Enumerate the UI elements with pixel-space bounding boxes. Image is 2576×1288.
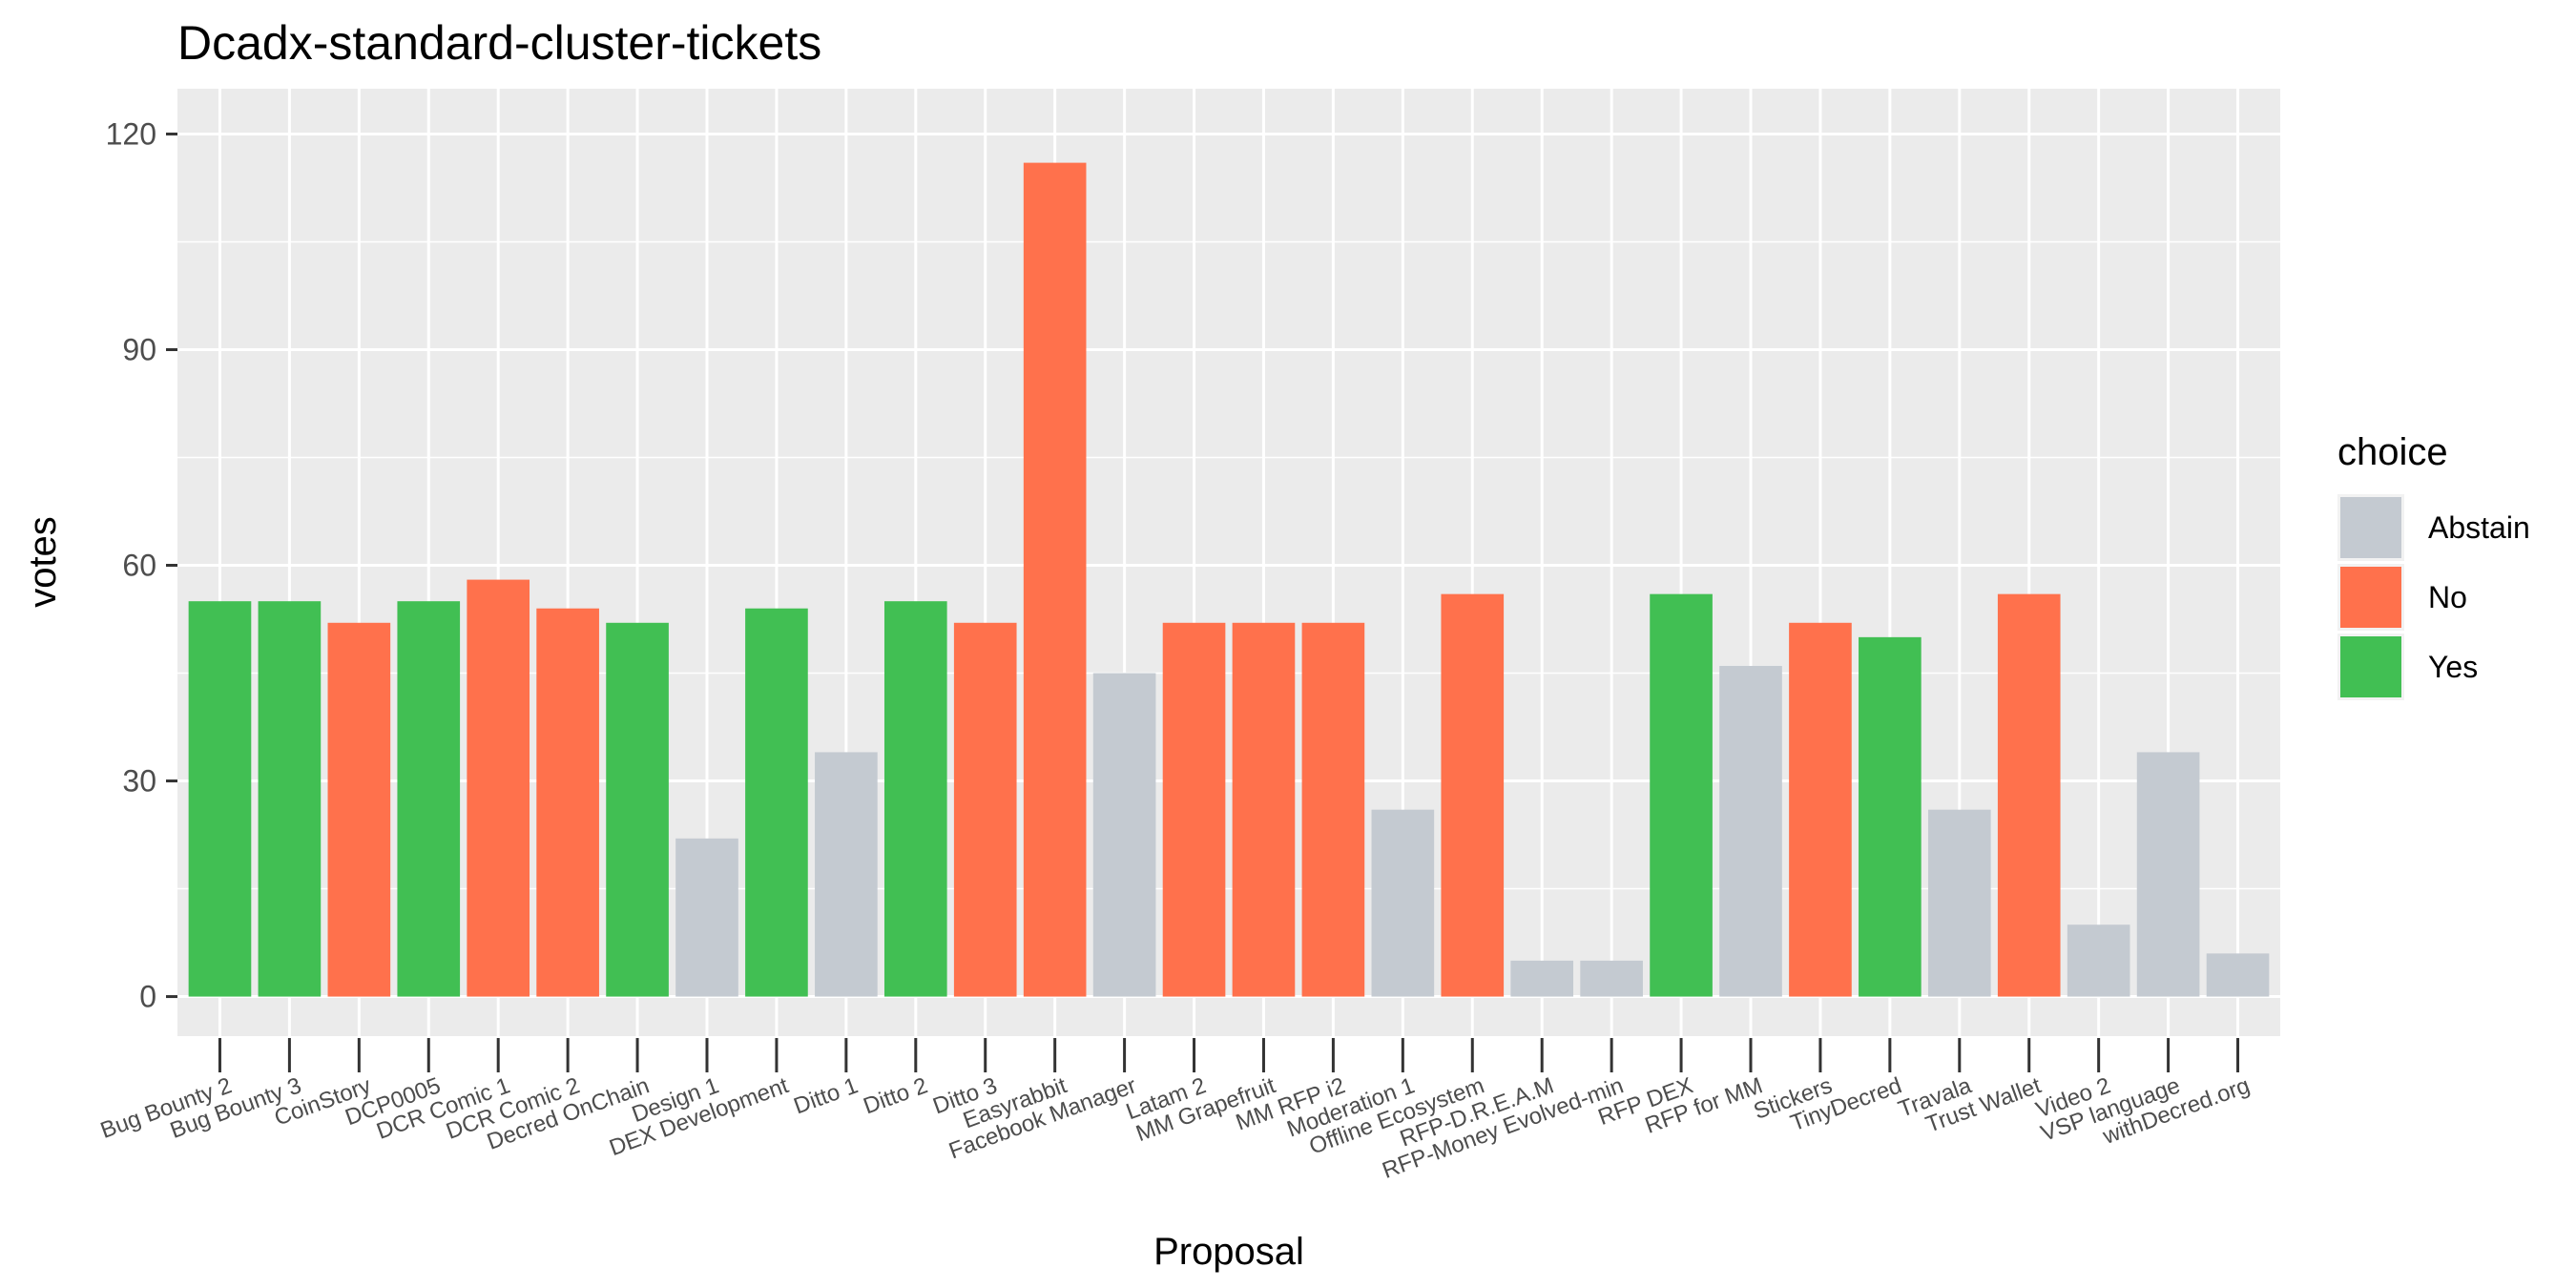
- bar-offline-ecosystem: [1441, 593, 1505, 997]
- legend-label-no: No: [2428, 580, 2467, 614]
- legend-swatch-yes: [2340, 636, 2401, 697]
- bar-withdecred-org: [2206, 953, 2270, 997]
- bar-ditto-3: [953, 622, 1017, 997]
- bar-moderation-1: [1371, 809, 1435, 997]
- bar-stickers: [1789, 622, 1852, 997]
- bar-dcp0005: [397, 601, 461, 997]
- bar-video-2: [2067, 924, 2130, 997]
- bar-rfp-money-evolved-min: [1580, 960, 1643, 997]
- legend: choice Abstain No Yes: [2337, 431, 2530, 700]
- bar-ditto-1: [815, 752, 878, 997]
- bar-mm-rfp-i2: [1301, 622, 1365, 997]
- bars: [188, 162, 2270, 997]
- bar-rfp-d-r-e-a-m: [1510, 960, 1574, 997]
- bar-bug-bounty-2: [188, 601, 252, 997]
- bar-latam-2: [1162, 622, 1226, 997]
- y-tick-label: 60: [122, 549, 156, 583]
- bar-rfp-dex: [1650, 593, 1713, 997]
- bar-ditto-2: [883, 601, 947, 997]
- legend-swatch-no: [2340, 567, 2401, 628]
- legend-title: choice: [2337, 431, 2448, 473]
- bar-easyrabbit: [1023, 162, 1087, 997]
- chart-title: Dcadx-standard-cluster-tickets: [177, 16, 821, 70]
- y-tick-label: 90: [122, 332, 156, 366]
- legend-label-abstain: Abstain: [2428, 510, 2530, 545]
- y-tick-label: 120: [106, 116, 156, 151]
- bar-dex-development: [745, 608, 808, 997]
- bar-coinstory: [327, 622, 391, 997]
- y-tick-label: 0: [139, 980, 156, 1014]
- bar-tinydecred: [1859, 636, 1922, 997]
- legend-label-yes: Yes: [2428, 650, 2478, 684]
- bar-dcr-comic-2: [536, 608, 599, 997]
- bar-facebook-manager: [1092, 673, 1156, 997]
- bar-trust-wallet: [1997, 593, 2061, 997]
- bar-travala: [1927, 809, 1991, 997]
- bar-bug-bounty-3: [258, 601, 322, 997]
- bar-rfp-for-mm: [1719, 665, 1782, 997]
- bar-decred-onchain: [606, 622, 669, 997]
- bar-vsp-language: [2136, 752, 2200, 997]
- bar-dcr-comic-1: [467, 579, 530, 997]
- bar-design-1: [675, 838, 738, 997]
- bar-mm-grapefruit: [1232, 622, 1296, 997]
- legend-swatch-abstain: [2340, 497, 2401, 558]
- y-tick-label: 30: [122, 764, 156, 799]
- y-axis: 0 30 60 90 120: [106, 116, 177, 1014]
- y-axis-title: votes: [22, 516, 64, 608]
- x-axis-title: Proposal: [1153, 1231, 1304, 1273]
